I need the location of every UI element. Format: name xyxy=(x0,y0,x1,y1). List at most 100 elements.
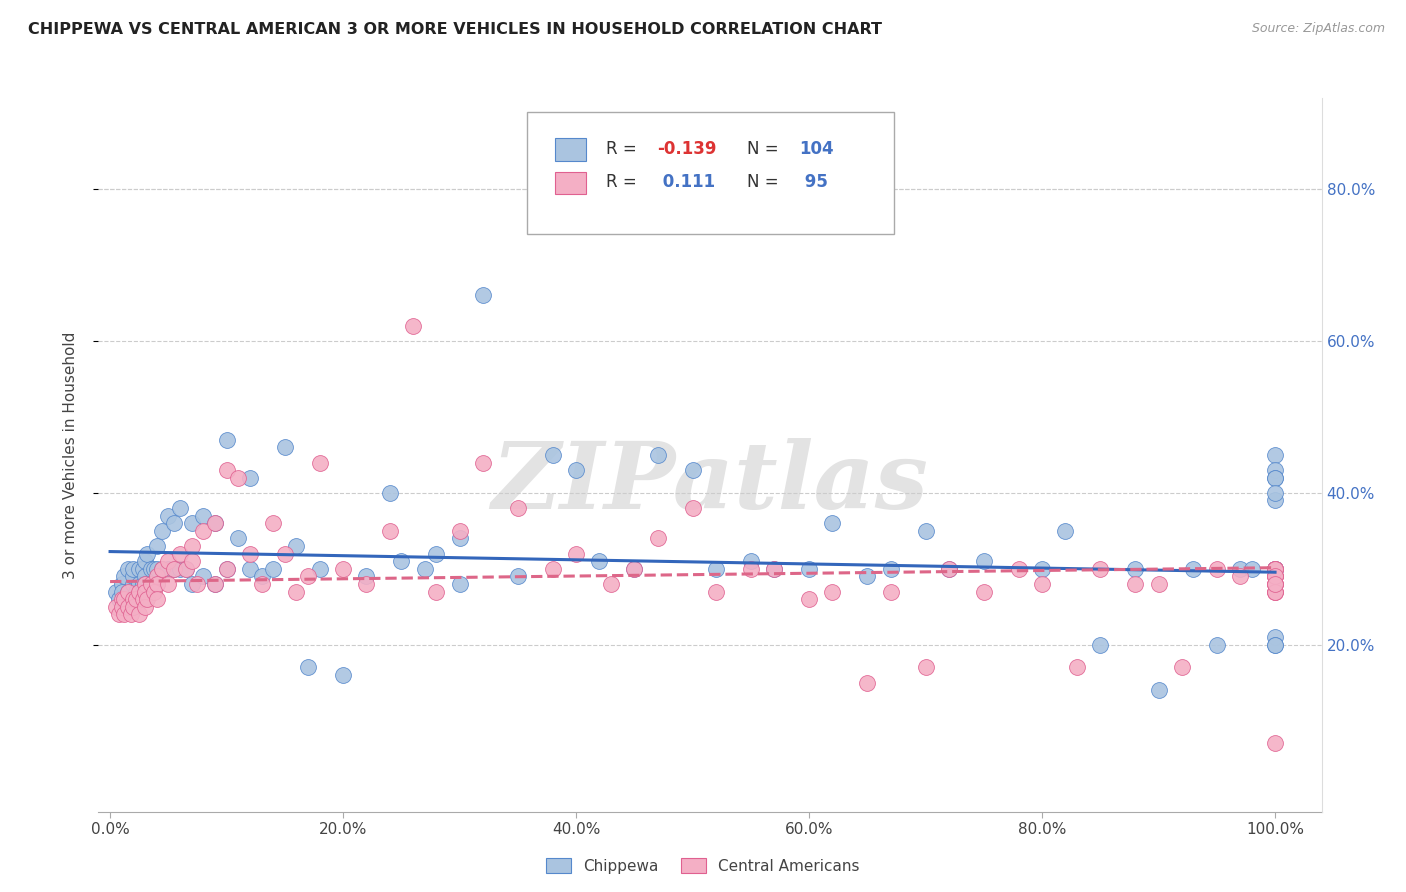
Point xyxy=(157,508,180,523)
Point xyxy=(117,599,139,614)
Point xyxy=(623,562,645,576)
Point xyxy=(1264,577,1286,591)
Point xyxy=(204,577,226,591)
Point xyxy=(471,456,494,470)
Text: 0.111: 0.111 xyxy=(658,173,716,191)
Point xyxy=(104,599,127,614)
Point xyxy=(108,592,131,607)
Point xyxy=(308,562,330,576)
Point xyxy=(163,562,186,576)
Point xyxy=(1054,524,1077,538)
Point xyxy=(125,584,148,599)
Point xyxy=(226,471,249,485)
Point xyxy=(449,577,471,591)
Point xyxy=(163,516,186,531)
Point xyxy=(215,562,238,576)
Point xyxy=(647,448,669,462)
Text: Source: ZipAtlas.com: Source: ZipAtlas.com xyxy=(1251,22,1385,36)
Point xyxy=(425,584,447,599)
Point xyxy=(763,562,786,576)
Point xyxy=(108,607,131,622)
Point xyxy=(250,569,273,583)
Point xyxy=(1264,562,1286,576)
Point xyxy=(239,547,262,561)
Point xyxy=(506,569,529,583)
Point xyxy=(134,577,156,591)
Text: 104: 104 xyxy=(800,140,834,158)
Point xyxy=(139,577,162,591)
FancyBboxPatch shape xyxy=(555,171,586,194)
Point xyxy=(740,562,762,576)
Point xyxy=(134,577,156,591)
Point xyxy=(449,524,471,538)
Point xyxy=(1264,577,1286,591)
Point xyxy=(180,516,202,531)
Point xyxy=(157,562,180,576)
Point xyxy=(1171,660,1194,674)
Point xyxy=(285,584,308,599)
Point xyxy=(120,607,142,622)
Point xyxy=(856,569,879,583)
Point xyxy=(104,584,127,599)
Point xyxy=(821,516,844,531)
Point xyxy=(797,592,820,607)
Point xyxy=(763,562,786,576)
Legend: Chippewa, Central Americans: Chippewa, Central Americans xyxy=(540,852,866,880)
Point xyxy=(180,554,202,568)
Point xyxy=(152,562,174,576)
Point xyxy=(250,577,273,591)
Point xyxy=(128,584,150,599)
Point xyxy=(413,562,436,576)
Point xyxy=(139,577,162,591)
Point xyxy=(1264,471,1286,485)
Point xyxy=(239,471,262,485)
Point xyxy=(541,448,564,462)
Point xyxy=(239,562,262,576)
Point xyxy=(1147,577,1170,591)
Point xyxy=(131,577,153,591)
Point xyxy=(1264,577,1286,591)
Point xyxy=(682,501,704,516)
Point xyxy=(449,532,471,546)
Text: ZIPatlas: ZIPatlas xyxy=(492,439,928,528)
Point xyxy=(623,562,645,576)
Point xyxy=(1205,562,1227,576)
Point xyxy=(145,539,167,553)
Point xyxy=(143,584,166,599)
Point xyxy=(1229,569,1251,583)
Point xyxy=(704,584,727,599)
Point xyxy=(112,592,135,607)
Point xyxy=(1264,562,1286,576)
Point xyxy=(1264,562,1286,576)
Point xyxy=(797,562,820,576)
Point xyxy=(856,675,879,690)
Point xyxy=(1264,569,1286,583)
Point xyxy=(1264,584,1286,599)
Point xyxy=(145,577,167,591)
Point xyxy=(1264,493,1286,508)
Point xyxy=(938,562,960,576)
Point xyxy=(180,577,202,591)
Point xyxy=(111,584,134,599)
Point xyxy=(157,577,180,591)
Point xyxy=(938,562,960,576)
Point xyxy=(425,547,447,561)
Point xyxy=(157,554,180,568)
Point xyxy=(117,562,139,576)
Point xyxy=(1123,562,1146,576)
Point xyxy=(152,524,174,538)
Point xyxy=(914,660,936,674)
Point xyxy=(122,599,145,614)
Point xyxy=(215,463,238,477)
Point xyxy=(308,456,330,470)
Point xyxy=(128,584,150,599)
Point xyxy=(740,554,762,568)
Point xyxy=(541,562,564,576)
Point xyxy=(169,501,191,516)
Point xyxy=(145,577,167,591)
Point xyxy=(1264,562,1286,576)
Point xyxy=(128,577,150,591)
Point xyxy=(297,660,319,674)
Y-axis label: 3 or more Vehicles in Household: 3 or more Vehicles in Household xyxy=(63,331,77,579)
Point xyxy=(1264,562,1286,576)
